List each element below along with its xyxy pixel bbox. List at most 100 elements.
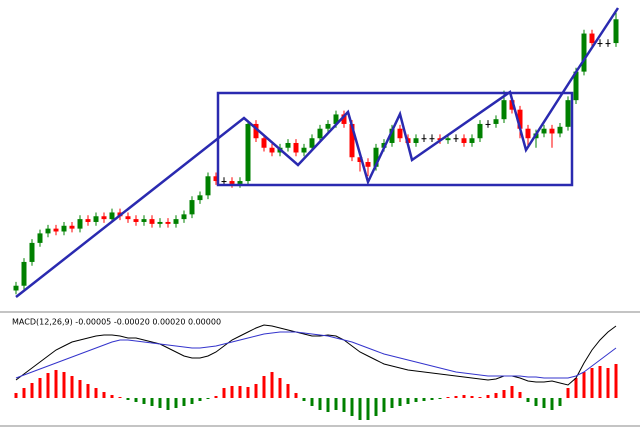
candle-body	[357, 157, 363, 163]
candle-body	[165, 221, 171, 224]
histogram-bar	[606, 368, 610, 398]
candle-body	[557, 126, 563, 134]
candle-body	[477, 123, 483, 139]
candle-body	[317, 128, 323, 139]
histogram-bar	[470, 396, 474, 398]
candle-body	[509, 100, 515, 110]
histogram-bar	[510, 386, 514, 398]
candle-body	[253, 123, 259, 139]
histogram-bar	[390, 398, 394, 408]
candle-body	[445, 138, 451, 141]
candle-body	[581, 33, 587, 72]
candle-body	[13, 285, 19, 291]
histogram-bar	[110, 395, 114, 398]
histogram-bar	[246, 387, 250, 398]
candle-body	[205, 176, 211, 196]
candle-body	[189, 200, 195, 215]
candle-body	[93, 216, 99, 222]
histogram-bar	[494, 393, 498, 398]
histogram-bar	[358, 398, 362, 420]
histogram-bar	[206, 398, 210, 399]
candle-body	[541, 128, 547, 134]
histogram-bar	[182, 398, 186, 406]
histogram-bar	[486, 395, 490, 398]
histogram-bar	[518, 392, 522, 398]
histogram-bar	[286, 384, 290, 398]
histogram-bar	[590, 368, 594, 398]
histogram-bar	[414, 398, 418, 402]
candle-body	[37, 233, 43, 243]
histogram-bar	[582, 372, 586, 398]
candle-body	[373, 147, 379, 167]
histogram-bar	[526, 398, 530, 402]
candle-body	[421, 138, 427, 140]
histogram-bar	[454, 396, 458, 398]
histogram-bar	[598, 366, 602, 398]
histogram-bar	[478, 397, 482, 398]
histogram-bar	[398, 398, 402, 406]
histogram-bar	[22, 388, 26, 398]
histogram-bar	[550, 398, 554, 410]
histogram-bar	[54, 370, 58, 398]
histogram-bar	[126, 398, 130, 400]
histogram-bar	[542, 398, 546, 408]
candle-body	[389, 128, 395, 143]
candle-body	[293, 142, 299, 153]
candle-body	[589, 33, 595, 44]
candle-body	[349, 123, 355, 158]
candle-body	[365, 162, 371, 167]
histogram-bar	[326, 398, 330, 412]
histogram-bar	[342, 398, 346, 412]
candle-body	[493, 119, 499, 124]
histogram-bar	[70, 376, 74, 398]
histogram-bar	[310, 398, 314, 406]
candle-body	[213, 176, 219, 182]
histogram-bar	[14, 393, 18, 398]
candle-body	[237, 181, 243, 184]
histogram-bar	[198, 398, 202, 401]
histogram-bar	[566, 388, 570, 398]
candle-body	[309, 138, 315, 148]
candle-body	[61, 225, 67, 232]
pattern-overlay	[15, 7, 620, 298]
histogram-bar	[102, 392, 106, 398]
histogram-bar	[374, 398, 378, 416]
histogram-bar	[422, 398, 426, 401]
candle-body	[133, 219, 139, 222]
candle-body	[77, 219, 83, 229]
candle-body	[597, 43, 603, 45]
histogram-bar	[350, 398, 354, 416]
range-box	[216, 91, 574, 187]
candle-body	[85, 219, 91, 222]
histogram-bar	[382, 398, 386, 412]
histogram-bar	[294, 393, 298, 398]
histogram-bar	[38, 378, 42, 398]
candle-body	[101, 216, 107, 220]
histogram-bar	[230, 386, 234, 398]
candle-body	[221, 181, 227, 183]
candle-body	[549, 128, 555, 134]
histogram-bar	[318, 398, 322, 410]
histogram-bar	[430, 398, 434, 400]
candle-body	[21, 261, 27, 286]
histogram-bar	[62, 372, 66, 398]
candle-body	[269, 147, 275, 153]
histogram-bar	[302, 398, 306, 401]
histogram-bar	[174, 398, 178, 408]
candle-body	[125, 216, 131, 220]
candle-body	[157, 221, 163, 224]
candle-body	[517, 109, 523, 129]
macd-label: MACD(12,26,9) -0.00005 -0.00020 0.00020 …	[12, 318, 221, 327]
histogram-bar	[534, 398, 538, 406]
candle-body	[45, 228, 51, 234]
price-panel	[13, 12, 619, 295]
histogram-bar	[270, 372, 274, 398]
candle-body	[109, 212, 115, 220]
histogram-bar	[190, 398, 194, 404]
candle-body	[229, 181, 235, 184]
histogram-bar	[86, 384, 90, 398]
histogram-bar	[222, 388, 226, 398]
histogram-bar	[78, 380, 82, 398]
candle-body	[325, 123, 331, 129]
